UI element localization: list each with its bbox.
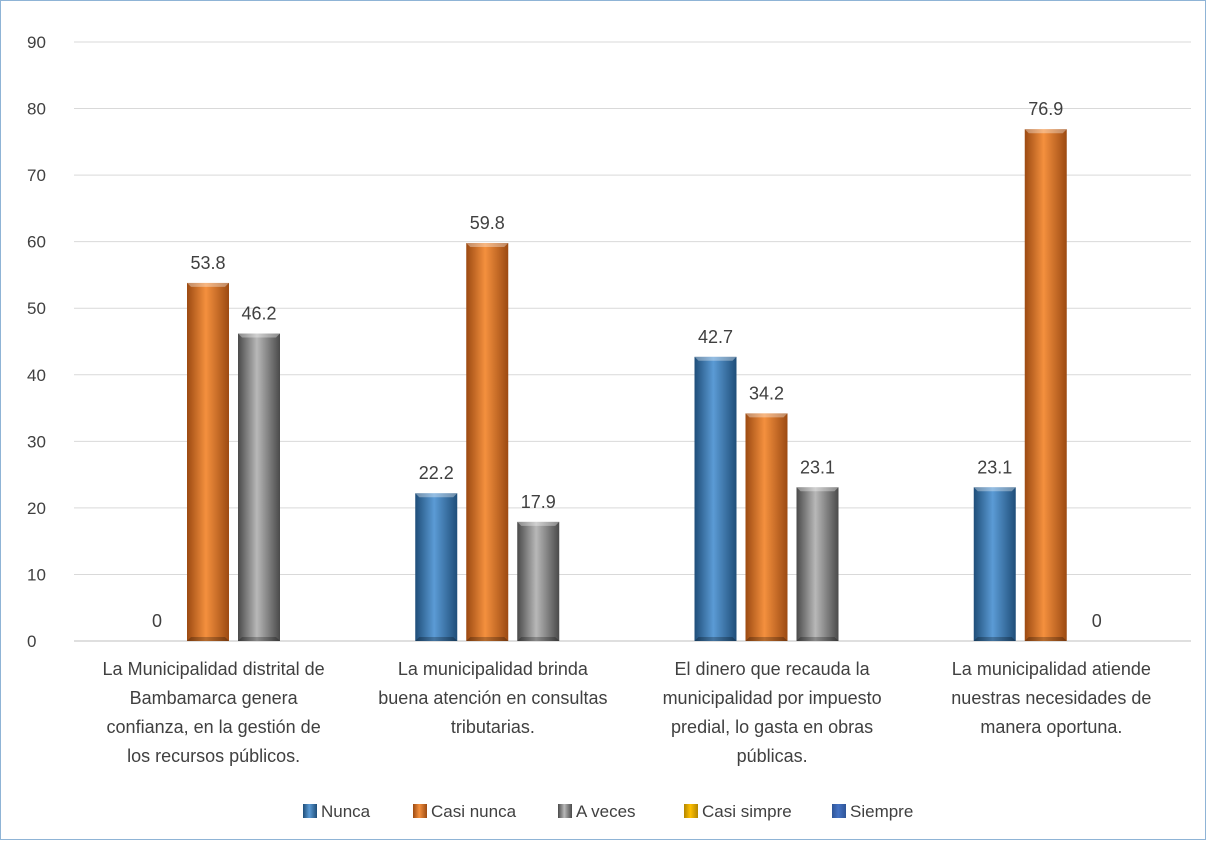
category-label: los recursos públicos. — [127, 746, 300, 766]
legend-swatch — [303, 804, 317, 818]
x-axis-categories: La Municipalidad distrital de Bambamarca … — [103, 659, 1152, 766]
category-label: predial, lo gasta en obras — [671, 717, 873, 737]
data-labels: 0 53.8 46.2 22.2 59.8 17.9 42.7 34.2 23.1 23.1 76.… — [152, 99, 1102, 631]
y-tick-label: 50 — [27, 299, 46, 318]
legend-swatch — [558, 804, 572, 818]
legend-swatch — [413, 804, 427, 818]
bar — [238, 333, 280, 641]
y-tick-label: 80 — [27, 100, 46, 119]
data-label: 0 — [1092, 611, 1102, 631]
bar — [694, 356, 737, 641]
legend-entry: Siempre — [832, 802, 913, 821]
category-label: La municipalidad atiende — [952, 659, 1151, 679]
data-label: 53.8 — [190, 253, 225, 273]
y-tick-label: 70 — [27, 166, 46, 185]
bar — [517, 521, 560, 641]
bar — [745, 413, 788, 641]
category-label: La Municipalidad distrital de — [103, 659, 325, 679]
y-axis: 0 10 20 30 40 50 60 70 80 90 — [27, 33, 46, 651]
bar — [1024, 129, 1067, 641]
data-label: 23.1 — [800, 457, 835, 477]
data-label: 76.9 — [1028, 99, 1063, 119]
category-label: La municipalidad brinda — [398, 659, 589, 679]
data-label: 17.9 — [521, 492, 556, 512]
legend-swatch — [832, 804, 846, 818]
y-tick-label: 30 — [27, 432, 46, 451]
category-label: buena atención en consultas — [378, 688, 607, 708]
category-label: manera oportuna. — [980, 717, 1122, 737]
legend-label: A veces — [576, 802, 636, 821]
category-label: municipalidad por impuesto — [663, 688, 882, 708]
y-tick-label: 20 — [27, 499, 46, 518]
data-label: 34.2 — [749, 383, 784, 403]
category-label: confianza, en la gestión de — [107, 717, 321, 737]
category-label: El dinero que recauda la — [675, 659, 871, 679]
y-tick-label: 90 — [27, 33, 46, 52]
legend-entry: Nunca — [303, 802, 371, 821]
legend-label: Casi simpre — [702, 802, 792, 821]
category-label: nuestras necesidades de — [951, 688, 1151, 708]
data-label: 59.8 — [470, 213, 505, 233]
legend-swatch — [684, 804, 698, 818]
legend-label: Nunca — [321, 802, 371, 821]
data-label: 22.2 — [419, 463, 454, 483]
category-label: tributarias. — [451, 717, 535, 737]
y-tick-label: 10 — [27, 565, 46, 584]
legend-entry: Casi nunca — [413, 802, 517, 821]
bar — [796, 487, 839, 641]
legend-entry: Casi simpre — [684, 802, 792, 821]
bar — [466, 242, 509, 641]
legend: Nunca Casi nunca A veces Casi simpre Siempre — [303, 802, 913, 821]
y-tick-label: 0 — [27, 632, 36, 651]
data-label: 46.2 — [241, 304, 276, 324]
data-label: 42.7 — [698, 327, 733, 347]
legend-entry: A veces — [558, 802, 636, 821]
bars — [187, 129, 1067, 641]
data-label: 23.1 — [977, 457, 1012, 477]
y-tick-label: 40 — [27, 366, 46, 385]
legend-label: Casi nunca — [431, 802, 517, 821]
category-label: públicas. — [737, 746, 808, 766]
bar — [973, 487, 1016, 641]
bar — [187, 282, 229, 641]
data-label: 0 — [152, 611, 162, 631]
legend-label: Siempre — [850, 802, 913, 821]
y-tick-label: 60 — [27, 233, 46, 252]
bar — [415, 493, 458, 641]
category-label: Bambamarca genera — [130, 688, 299, 708]
